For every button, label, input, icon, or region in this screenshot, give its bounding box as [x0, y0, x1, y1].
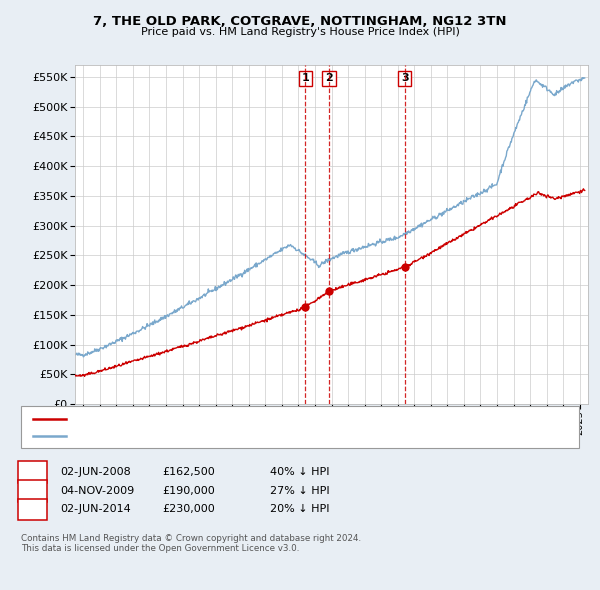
Text: 1: 1 [301, 73, 309, 83]
Text: £162,500: £162,500 [162, 467, 215, 477]
Text: 20% ↓ HPI: 20% ↓ HPI [270, 504, 329, 514]
Text: 2: 2 [325, 73, 333, 83]
Text: 02-JUN-2014: 02-JUN-2014 [60, 504, 131, 514]
Text: HPI: Average price, detached house, Rushcliffe: HPI: Average price, detached house, Rush… [72, 431, 305, 441]
Text: 3: 3 [28, 503, 37, 516]
Text: 1: 1 [28, 465, 37, 478]
Text: 7, THE OLD PARK, COTGRAVE, NOTTINGHAM, NG12 3TN: 7, THE OLD PARK, COTGRAVE, NOTTINGHAM, N… [93, 15, 507, 28]
Text: 27% ↓ HPI: 27% ↓ HPI [270, 486, 329, 496]
Text: £230,000: £230,000 [162, 504, 215, 514]
Text: 02-JUN-2008: 02-JUN-2008 [60, 467, 131, 477]
Text: 3: 3 [401, 73, 409, 83]
Text: £190,000: £190,000 [162, 486, 215, 496]
Text: 7, THE OLD PARK, COTGRAVE, NOTTINGHAM, NG12 3TN (detached house): 7, THE OLD PARK, COTGRAVE, NOTTINGHAM, N… [72, 414, 440, 424]
Text: 04-NOV-2009: 04-NOV-2009 [60, 486, 134, 496]
Text: 2: 2 [28, 484, 37, 497]
Text: 40% ↓ HPI: 40% ↓ HPI [270, 467, 329, 477]
Text: Contains HM Land Registry data © Crown copyright and database right 2024.
This d: Contains HM Land Registry data © Crown c… [21, 534, 361, 553]
Text: Price paid vs. HM Land Registry's House Price Index (HPI): Price paid vs. HM Land Registry's House … [140, 27, 460, 37]
